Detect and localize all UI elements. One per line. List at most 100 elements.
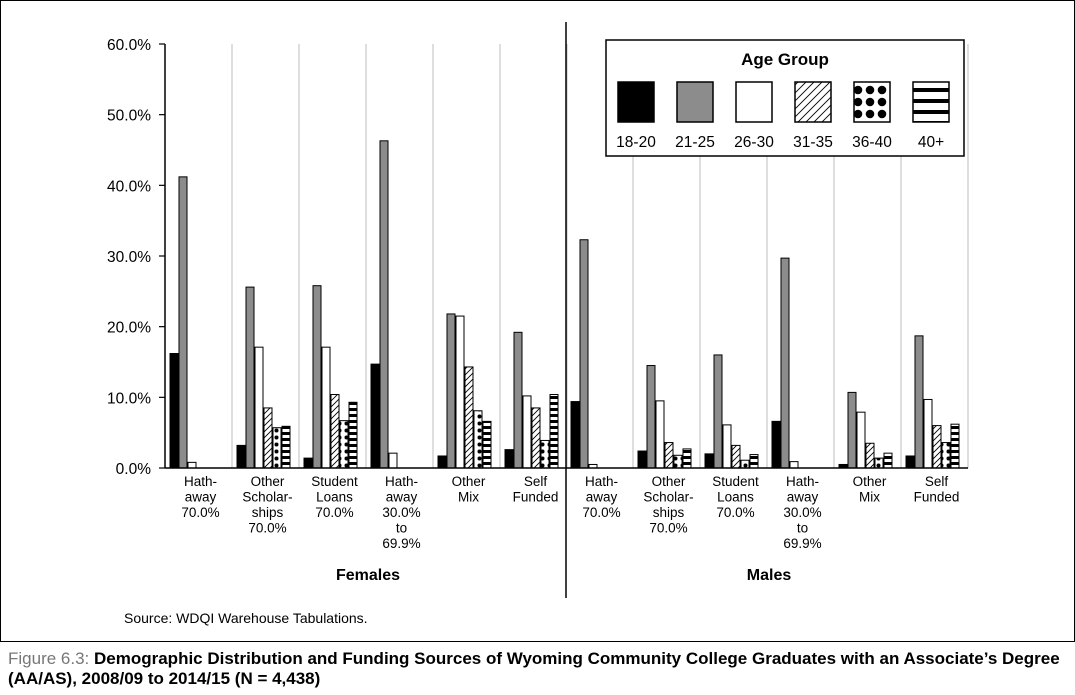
bar-females-3-18-20 [303,457,313,469]
bar-males-2-21-25 [646,365,656,469]
bar-females-3-31-35 [330,394,340,469]
category-label: Other Scholar-ships 70.0% [242,474,292,536]
category-label: Hath-away 70.0% [582,474,620,520]
bar-females-5-26-30 [455,315,465,469]
figure-number: Figure 6.3: [8,649,90,668]
bar-males-3-40+ [749,454,759,469]
category-label: Student Loans 70.0% [311,474,358,520]
panel-label-males: Males [747,567,792,584]
category-label: Hath-away 30.0% to 69.9% [382,474,420,551]
bar-males-5-40+ [883,452,893,469]
bar-males-3-31-35 [731,444,741,469]
bar-males-6-18-20 [905,455,915,469]
bar-males-6-36-40 [941,442,951,469]
bar-females-5-31-35 [464,366,474,469]
legend-label-18-20: 18-20 [616,134,656,151]
legend-title: Age Group [741,50,829,69]
bar-males-6-26-30 [923,398,933,469]
legend-label-31-35: 31-35 [793,134,833,151]
bar-females-6-36-40 [540,439,550,469]
bar-females-5-21-25 [446,313,456,469]
bar-males-2-26-30 [655,400,665,469]
legend: Age Group 18-20 21-25 26-30 31-35 36-40 40+ [605,39,965,157]
legend-swatch-40+ [912,81,950,123]
bar-chart: 0.0% 10.0% 20.0% 30.0% 40.0% 50.0% 60.0% Hath-… [0,0,1075,642]
y-tick-label: 50.0% [107,108,151,125]
panel-label-females: Females [336,567,400,584]
source-note: Source: WDQI Warehouse Tabulations. [124,610,368,626]
category-label: Hath-away 70.0% [181,474,219,520]
y-tick-label: 0.0% [116,461,152,478]
bar-females-3-36-40 [339,420,349,469]
bar-females-6-18-20 [504,449,514,469]
bar-females-2-21-25 [245,286,255,469]
bar-females-6-26-30 [522,395,532,469]
bar-females-2-36-40 [272,427,282,469]
legend-swatch-18-20 [617,81,655,123]
y-tick-labels: 0.0% 10.0% 20.0% 30.0% 40.0% 50.0% 60.0% [107,37,151,478]
bar-males-3-21-25 [713,354,723,469]
bar-males-2-31-35 [664,442,674,469]
bar-females-6-31-35 [531,407,541,469]
axes [159,22,968,598]
category-label: Other Mix [853,474,887,505]
y-tick-label: 20.0% [107,320,151,337]
bar-males-3-18-20 [704,453,714,469]
figure-caption: Figure 6.3: Demographic Distribution and… [8,649,1068,689]
bar-females-6-40+ [549,394,559,469]
bar-females-5-18-20 [437,455,447,469]
y-tick-label: 60.0% [107,37,151,54]
legend-box [605,39,965,157]
bar-females-1-21-25 [178,176,188,469]
bar-females-4-18-20 [370,363,380,469]
bar-males-3-26-30 [722,424,732,469]
y-tick-label: 10.0% [107,390,151,407]
bar-females-4-26-30 [388,452,398,469]
bar-females-3-21-25 [312,285,322,469]
bar-males-5-21-25 [847,391,857,469]
category-label: Other Scholar-ships 70.0% [643,474,693,536]
category-label: Self Funded [513,474,559,505]
legend-swatch-26-30 [735,81,773,123]
category-labels: Hath-away 70.0% Other Scholar-ships 70.0% Stu… [181,474,959,551]
bar-females-6-21-25 [513,331,523,469]
bar-males-2-40+ [682,448,692,469]
bar-males-4-26-30 [789,461,799,469]
bar-females-2-18-20 [236,444,246,469]
bar-males-6-40+ [950,423,960,469]
legend-label-21-25: 21-25 [675,134,715,151]
bar-males-6-21-25 [914,335,924,469]
bar-females-5-40+ [482,420,492,469]
bar-males-4-18-20 [771,420,781,469]
legend-swatch-31-35 [794,81,832,123]
bar-males-6-31-35 [932,425,942,469]
legend-label-40+: 40+ [918,134,944,151]
y-tick-label: 40.0% [107,178,151,195]
category-label: Other Mix [452,474,486,505]
panel-labels: Females Males [336,567,791,584]
bar-females-3-40+ [348,401,358,469]
y-tick-label: 30.0% [107,249,151,266]
bar-males-5-31-35 [865,442,875,469]
bar-females-5-36-40 [473,410,483,469]
bar-females-1-18-20 [169,353,179,469]
bar-males-5-26-30 [856,411,866,469]
category-separators [231,44,969,468]
bars [169,140,960,469]
bar-males-5-36-40 [874,457,884,469]
legend-label-36-40: 36-40 [852,134,892,151]
bar-males-1-18-20 [570,401,580,469]
bar-females-3-26-30 [321,346,331,469]
bar-males-1-21-25 [579,239,589,469]
category-label: Student Loans 70.0% [712,474,759,520]
category-label: Hath-away 30.0% to 69.9% [783,474,821,551]
bar-females-1-26-30 [187,461,197,469]
bar-females-4-21-25 [379,140,389,469]
bar-males-4-21-25 [780,257,790,469]
bar-females-2-40+ [281,425,291,469]
bar-females-2-31-35 [263,407,273,469]
legend-swatch-36-40 [853,81,891,123]
bar-females-2-26-30 [254,346,264,469]
figure-title: Demographic Distribution and Funding Sou… [8,649,1060,688]
bar-males-3-36-40 [740,459,750,469]
